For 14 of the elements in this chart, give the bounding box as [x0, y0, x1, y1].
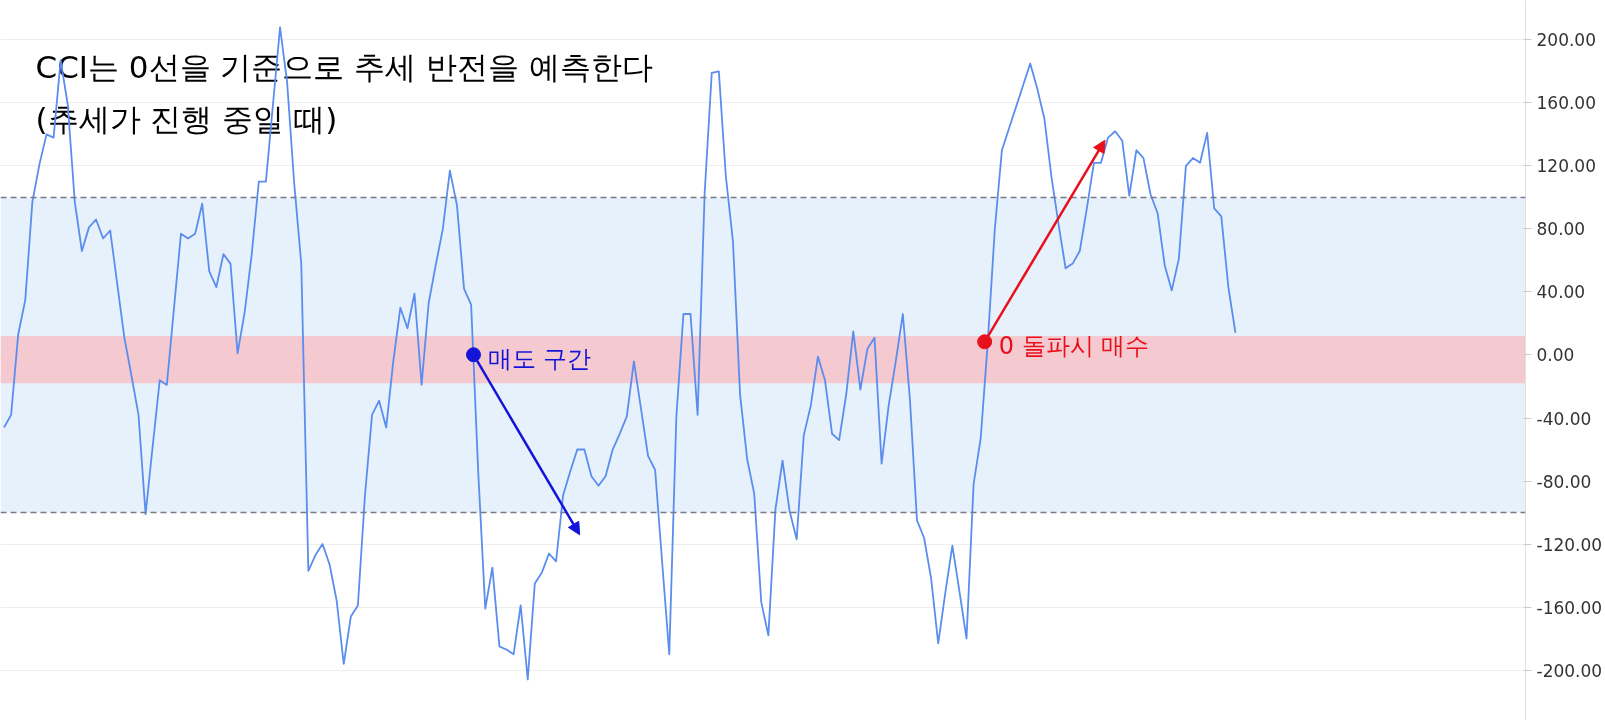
y-tick-label: -80.00 — [1536, 471, 1592, 492]
y-tick-label: 0.00 — [1536, 345, 1575, 366]
y-tick-label: -120.00 — [1536, 534, 1603, 555]
annotation: 0 돌파시 매수 — [998, 331, 1150, 360]
y-tick-label: 80.00 — [1536, 219, 1586, 240]
y-tick-label: -40.00 — [1536, 408, 1592, 429]
y-tick-label: 120.00 — [1536, 156, 1596, 177]
y-tick-label: 200.00 — [1536, 30, 1596, 51]
y-tick-label: 40.00 — [1536, 282, 1586, 303]
y-tick-label: 160.00 — [1536, 93, 1596, 114]
y-tick-label: -200.00 — [1536, 660, 1603, 681]
y-tick-label: -160.00 — [1536, 597, 1603, 618]
annotation: 매도 구간 — [487, 344, 592, 373]
line-series — [3, 26, 1237, 681]
